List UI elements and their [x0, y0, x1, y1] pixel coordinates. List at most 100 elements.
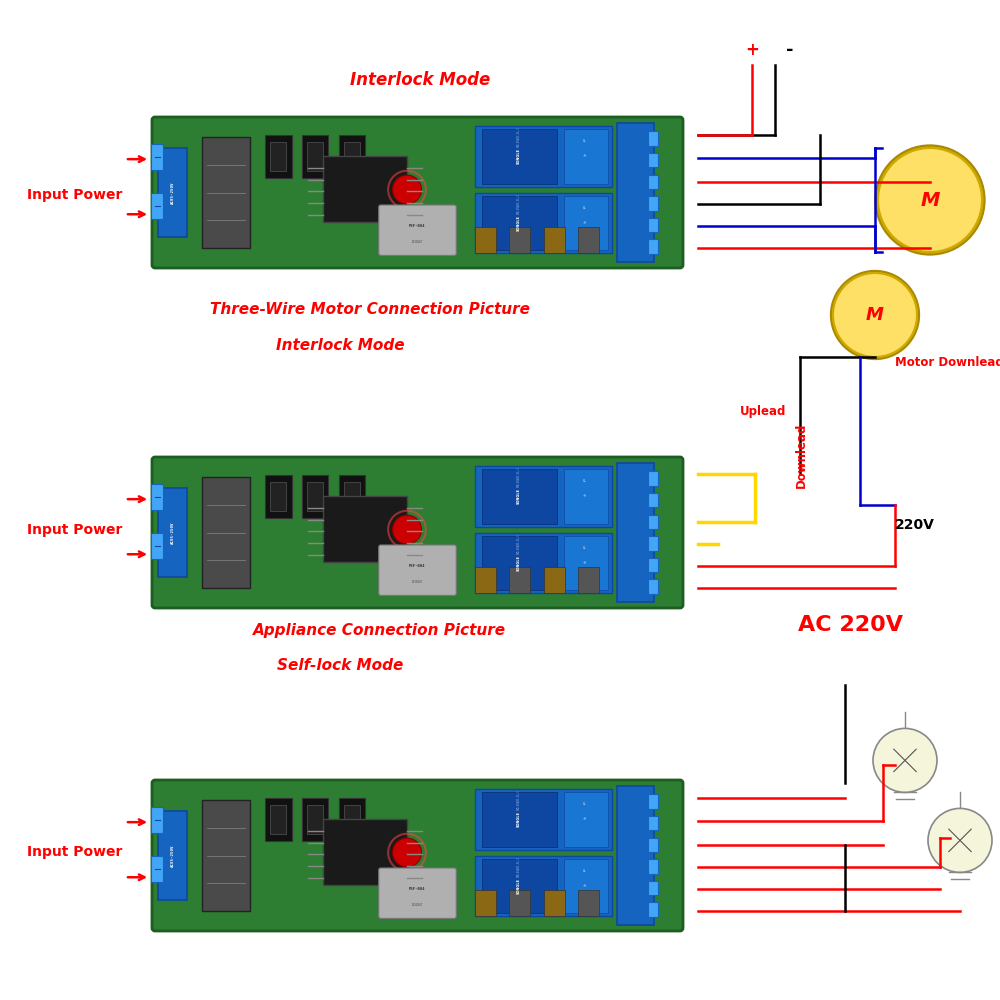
Bar — [323, 496, 407, 562]
Bar — [648, 902, 658, 917]
Bar — [475, 192, 612, 253]
Text: ®: ® — [583, 221, 586, 225]
Bar — [202, 477, 250, 588]
Text: 1234567: 1234567 — [412, 903, 423, 907]
Bar — [339, 134, 365, 178]
Bar — [564, 792, 608, 847]
Bar — [482, 792, 557, 847]
Text: AC85-250V: AC85-250V — [171, 844, 175, 867]
Bar — [307, 142, 323, 171]
Text: Interlock Mode: Interlock Mode — [350, 71, 490, 89]
Bar — [475, 567, 496, 593]
Bar — [648, 859, 658, 874]
Text: M: M — [920, 190, 940, 210]
Bar — [578, 227, 599, 253]
Text: Three-Wire Motor Connection Picture: Three-Wire Motor Connection Picture — [210, 302, 530, 318]
Bar — [151, 807, 163, 833]
Bar — [158, 811, 186, 900]
Text: Motor Downlead: Motor Downlead — [895, 356, 1000, 368]
Bar — [202, 800, 250, 911]
Bar — [648, 881, 658, 895]
Text: Downlead: Downlead — [795, 422, 808, 488]
Bar — [648, 536, 658, 551]
Bar — [475, 126, 612, 187]
Circle shape — [873, 728, 937, 792]
Text: M: M — [866, 306, 884, 324]
Bar — [648, 794, 658, 809]
Bar — [578, 890, 599, 916]
Bar — [151, 193, 163, 219]
Text: Interlock Mode: Interlock Mode — [276, 338, 404, 353]
Text: SRD-05VDC-SL-C: SRD-05VDC-SL-C — [517, 193, 521, 214]
Text: ®: ® — [583, 494, 586, 498]
Text: PSF-B04: PSF-B04 — [409, 887, 426, 891]
Text: SRD-05VDC-SL-C: SRD-05VDC-SL-C — [517, 126, 521, 147]
Text: ®: ® — [583, 154, 586, 158]
Bar — [475, 890, 496, 916]
Bar — [482, 129, 557, 184]
Text: UL: UL — [583, 546, 586, 550]
Bar — [564, 196, 608, 250]
Text: +: + — [745, 41, 759, 59]
Bar — [344, 805, 360, 834]
FancyBboxPatch shape — [152, 457, 683, 608]
FancyBboxPatch shape — [379, 868, 456, 918]
Bar — [578, 567, 599, 593]
FancyBboxPatch shape — [152, 780, 683, 931]
Bar — [648, 579, 658, 594]
Text: Uplead: Uplead — [740, 406, 786, 418]
Text: SONGLE: SONGLE — [517, 555, 521, 571]
Text: ®: ® — [583, 884, 586, 888]
Bar — [202, 137, 250, 248]
Bar — [307, 805, 323, 834]
Text: Input Power: Input Power — [27, 523, 123, 537]
Text: Self-lock Mode: Self-lock Mode — [277, 658, 403, 672]
Text: SRD-05VDC-SL-C: SRD-05VDC-SL-C — [517, 466, 521, 487]
Text: SONGLE: SONGLE — [517, 488, 521, 504]
Bar — [648, 239, 658, 254]
Text: SRD-05VDC-SL-C: SRD-05VDC-SL-C — [517, 856, 521, 877]
Text: SRD-05VDC-SL-C: SRD-05VDC-SL-C — [517, 533, 521, 554]
Text: AC85-250V: AC85-250V — [171, 521, 175, 544]
Circle shape — [831, 271, 919, 359]
Bar — [158, 488, 186, 577]
Text: SONGLE: SONGLE — [517, 215, 521, 231]
Bar — [475, 227, 496, 253]
Bar — [270, 805, 286, 834]
Bar — [648, 816, 658, 830]
Bar — [475, 466, 612, 527]
Bar — [323, 819, 407, 885]
Circle shape — [875, 145, 985, 255]
Bar — [564, 536, 608, 590]
Bar — [509, 890, 530, 916]
Bar — [482, 859, 557, 913]
Bar — [509, 567, 530, 593]
Bar — [544, 227, 564, 253]
Bar — [475, 856, 612, 916]
Text: 1234567: 1234567 — [412, 580, 423, 584]
Text: AC 220V: AC 220V — [798, 615, 902, 635]
Bar — [151, 856, 163, 882]
Text: ®: ® — [583, 817, 586, 821]
Bar — [648, 493, 658, 507]
Bar — [151, 533, 163, 559]
Bar — [265, 475, 292, 518]
Bar — [339, 475, 365, 518]
Bar — [544, 567, 564, 593]
Text: UL: UL — [583, 479, 586, 483]
Bar — [151, 484, 163, 510]
Bar — [648, 153, 658, 167]
Bar — [158, 148, 186, 237]
Bar — [482, 469, 557, 524]
Bar — [323, 156, 407, 222]
Circle shape — [833, 273, 917, 357]
Text: PSF-B04: PSF-B04 — [409, 564, 426, 568]
FancyBboxPatch shape — [379, 545, 456, 595]
Bar — [648, 196, 658, 211]
Text: SRD-05VDC-SL-C: SRD-05VDC-SL-C — [517, 789, 521, 810]
Bar — [617, 786, 654, 925]
Bar — [475, 532, 612, 593]
Text: SONGLE: SONGLE — [517, 811, 521, 827]
Bar — [648, 838, 658, 852]
Text: UL: UL — [583, 869, 586, 873]
